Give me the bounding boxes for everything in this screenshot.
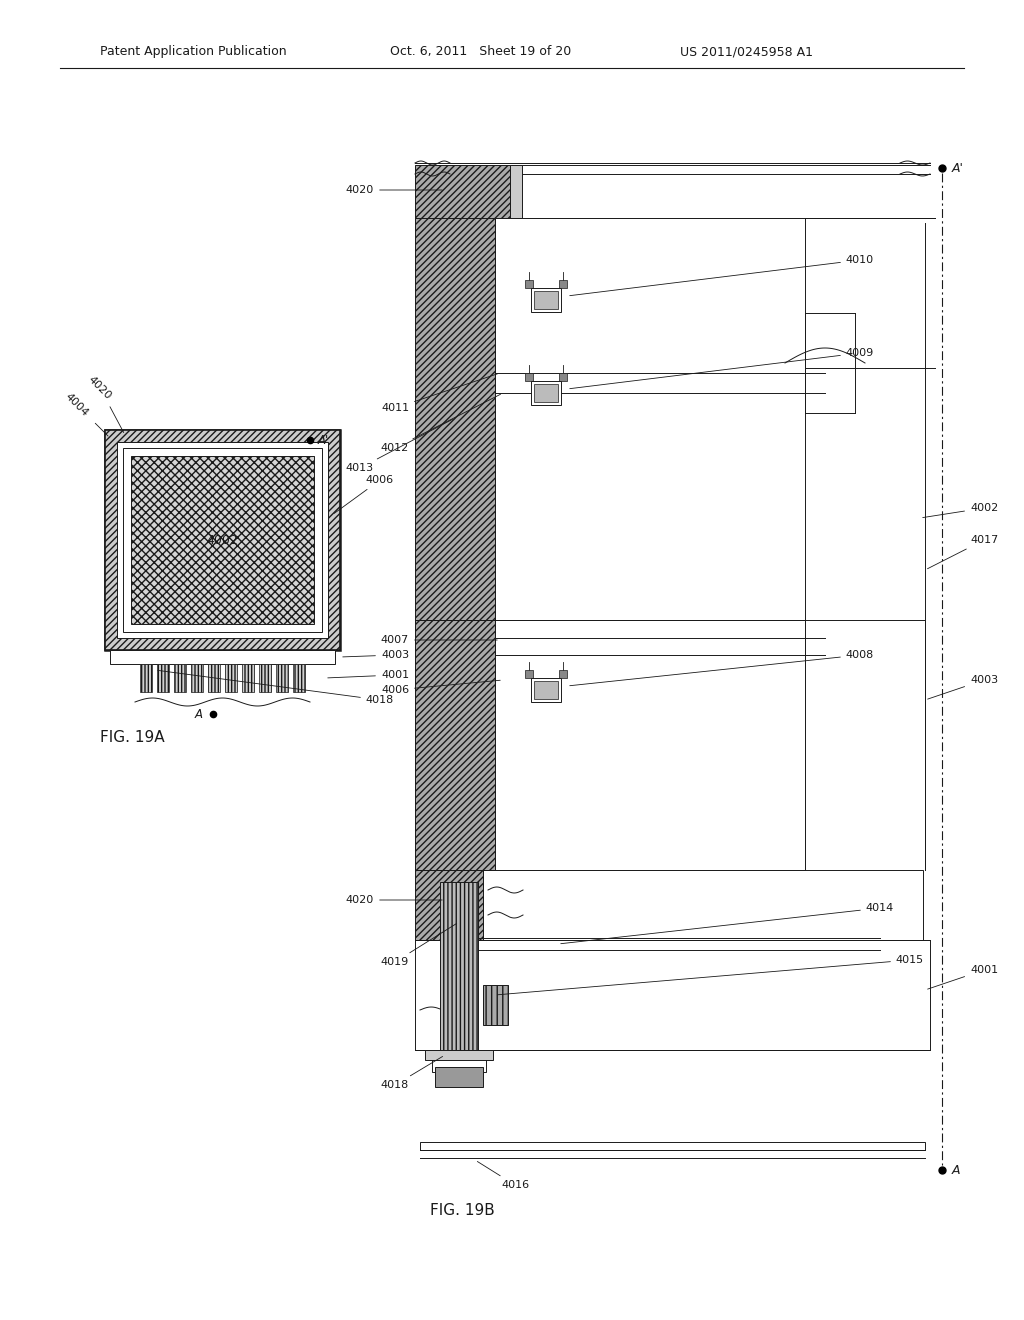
Bar [559,671,567,678]
Text: 4002: 4002 [207,533,239,546]
Bar [525,671,534,678]
Bar [440,882,478,1063]
Bar [415,218,495,870]
Text: 4020: 4020 [346,185,442,195]
Bar [432,1049,486,1072]
Bar [531,678,561,702]
Text: 4010: 4010 [569,255,874,296]
Text: 4002: 4002 [923,503,998,517]
Bar [483,870,923,940]
Bar [534,681,558,700]
Text: 4011: 4011 [381,374,498,413]
Text: A: A [952,1163,961,1176]
Text: 4008: 4008 [569,649,874,685]
Text: 4012: 4012 [381,395,501,453]
Bar [208,664,220,692]
Text: 4019: 4019 [381,924,457,968]
Text: 4013: 4013 [346,420,453,473]
Bar [131,455,314,624]
Bar [117,442,328,638]
Bar [110,649,335,664]
Text: 4016: 4016 [477,1162,529,1191]
Bar [559,280,567,288]
Text: 4020: 4020 [346,895,442,906]
Bar [531,381,561,405]
Bar [559,374,567,381]
Text: Oct. 6, 2011   Sheet 19 of 20: Oct. 6, 2011 Sheet 19 of 20 [390,45,571,58]
Bar [259,664,271,692]
Bar [531,288,561,312]
Text: 4006: 4006 [381,680,501,696]
Text: 4017: 4017 [928,535,998,569]
Text: Patent Application Publication: Patent Application Publication [100,45,287,58]
Text: 4004: 4004 [63,392,109,436]
Text: US 2011/0245958 A1: US 2011/0245958 A1 [680,45,813,58]
Bar [105,430,340,649]
Text: A: A [195,708,203,721]
Bar [525,374,534,381]
Text: 4015: 4015 [498,954,924,995]
Bar [123,447,322,632]
Text: 4014: 4014 [561,903,894,944]
Bar [105,430,340,649]
Bar [534,290,558,309]
Text: 4001: 4001 [928,965,998,989]
Text: FIG. 19A: FIG. 19A [100,730,165,744]
Bar [534,384,558,403]
Bar [276,664,288,692]
Text: 4009: 4009 [569,348,874,388]
Text: A': A' [952,161,964,174]
Bar [510,165,522,218]
Bar [140,664,152,692]
Bar [415,870,483,940]
Bar [157,664,169,692]
Text: 4001: 4001 [328,671,409,680]
Bar [435,1067,483,1086]
Text: 4018: 4018 [158,671,394,705]
Bar [174,664,186,692]
Bar [483,985,508,1026]
Bar [495,218,805,870]
Bar [415,620,495,870]
Text: 4003: 4003 [343,649,409,660]
Bar [425,1049,493,1060]
Bar [525,280,534,288]
Text: 4020: 4020 [86,375,124,433]
Text: 4018: 4018 [381,1056,442,1090]
Bar [495,620,805,870]
Bar [225,664,237,692]
Text: A': A' [318,433,330,446]
Bar [191,664,203,692]
Text: FIG. 19B: FIG. 19B [430,1203,495,1218]
Text: 4003: 4003 [928,675,998,700]
Bar [415,165,510,218]
Text: 4006: 4006 [334,475,394,513]
Bar [420,1142,925,1150]
Bar [293,664,305,692]
Bar [242,664,254,692]
Text: 4007: 4007 [381,635,498,645]
Bar [415,940,930,1049]
